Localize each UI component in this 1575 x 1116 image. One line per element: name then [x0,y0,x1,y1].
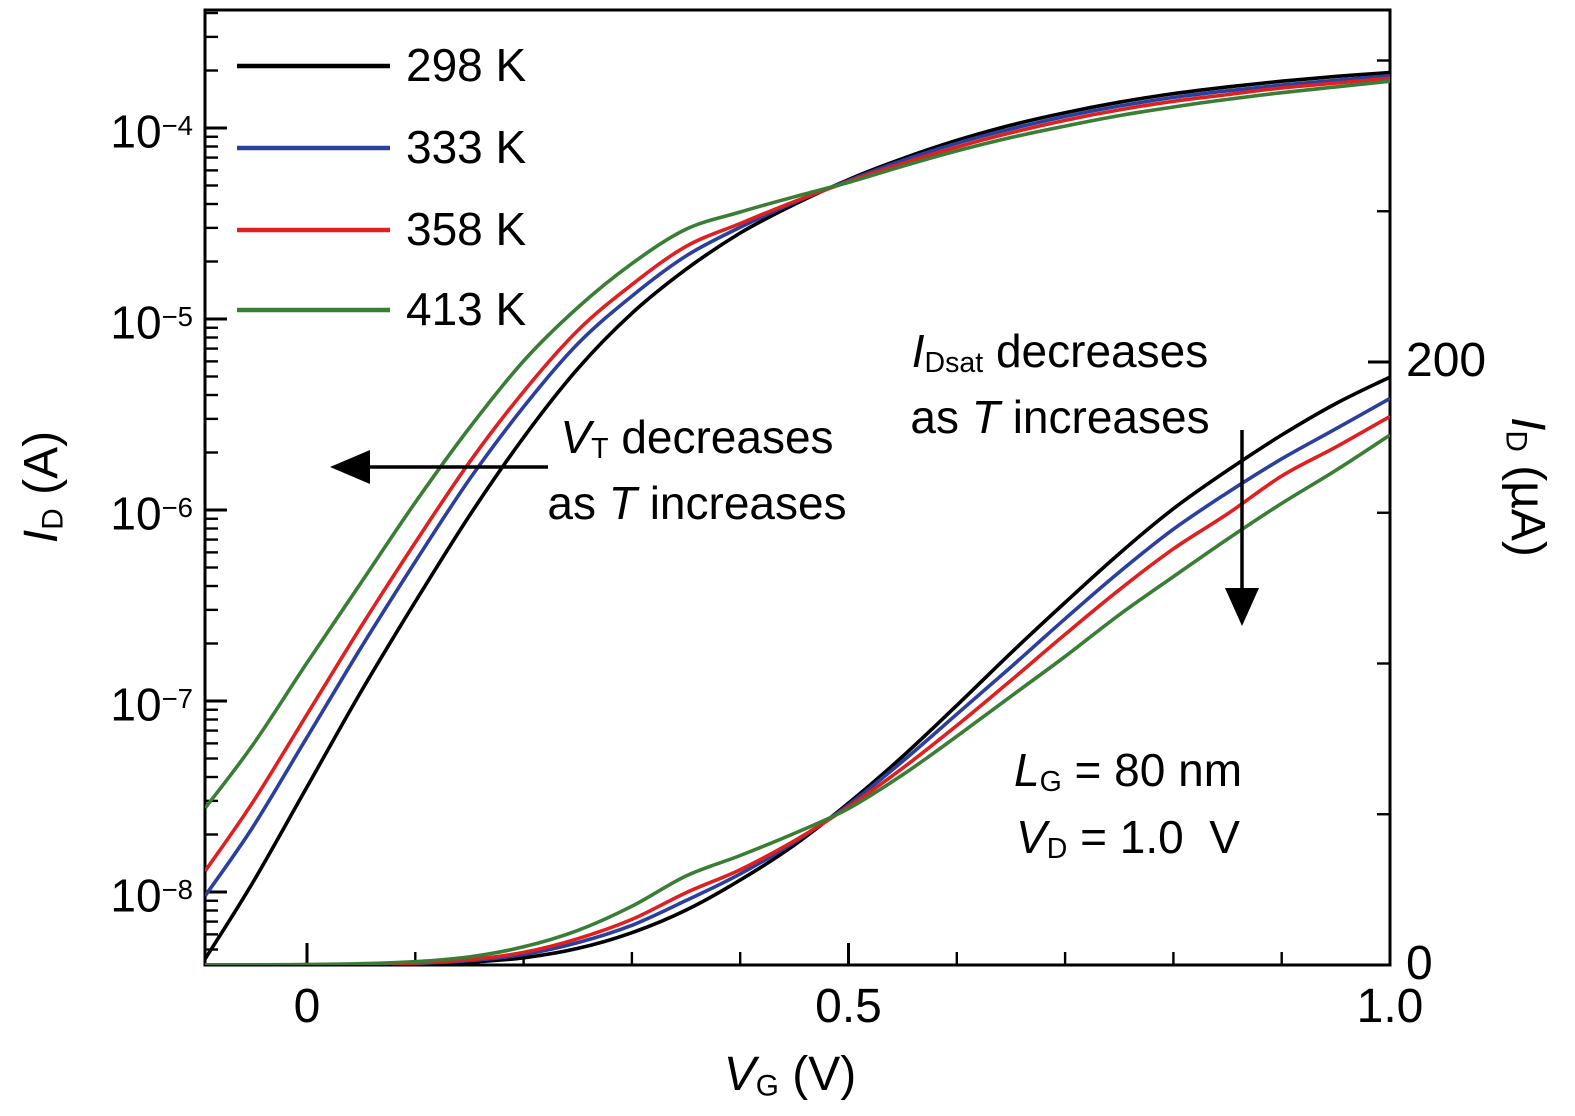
left-tick-label: 10−7 [110,678,193,731]
log-curve-413K [205,79,1390,810]
left-tick-label: 10−6 [110,487,193,540]
linear-curve-413K [205,433,1390,965]
left-tick-label: 10−5 [110,296,193,349]
idsat-arrow-head [1225,588,1259,626]
gate-length-text: LG = 80 nm [1013,744,1243,799]
x-tick-label: 1.0 [1356,980,1424,1033]
legend-label: 298 K [406,39,527,91]
idsat-annotation: IDsat decreases as T increases [910,325,1210,443]
left-y-axis-label: ID (A) [15,430,70,544]
x-axis-label: VG (V) [723,1048,857,1103]
x-tick-label: 0.5 [815,980,882,1033]
legend-label: 358 K [406,203,527,255]
plot-frame [203,8,1392,967]
legend-label: 333 K [406,121,527,173]
left-tick-label: 10−8 [110,869,193,922]
device-parameters: LG = 80 nm VD = 1.0 V [1014,737,1242,871]
vt-annotation: VT decreases as T increases [547,411,847,529]
log-curve-358K [205,76,1390,873]
vt-arrow-head [330,450,370,484]
drain-voltage-text: VD = 1.0 V [1016,811,1240,866]
legend-label: 413 K [406,283,527,335]
left-tick-label: 10−4 [110,105,193,158]
log-curve-333K [205,73,1390,897]
right-y-axis-label: ID (µA) [1499,417,1554,557]
right-tick-label: 200 [1406,334,1487,387]
x-tick-label: 0 [293,980,321,1033]
log-curve-298K [205,70,1390,960]
right-tick-label: 0 [1406,937,1433,990]
